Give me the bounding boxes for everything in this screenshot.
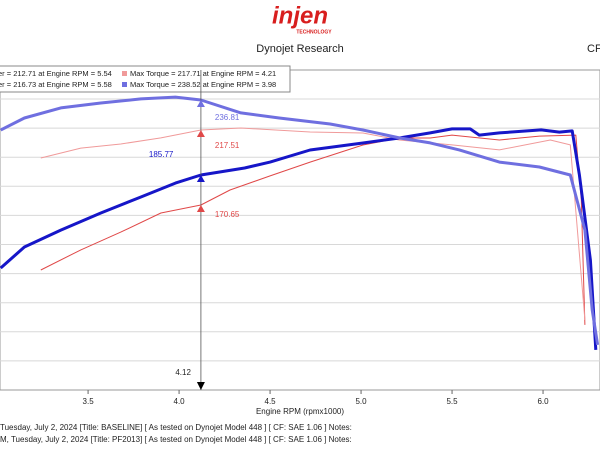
annotation-label: 170.65 <box>215 210 240 219</box>
chart-title: Dynojet Research <box>256 43 343 55</box>
legend-swatch <box>122 71 127 76</box>
plot-area <box>0 69 600 391</box>
logo-sub: TECHNOLOGY <box>296 29 332 35</box>
x-tick-label: 5.0 <box>355 397 367 406</box>
annotation-arrow <box>196 130 205 138</box>
annotation-arrow <box>196 175 205 183</box>
x-axis-label: Engine RPM (rpmx1000) <box>256 407 344 416</box>
legend-entry: Max Torque = 217.71 at Engine RPM = 4.21 <box>130 69 276 78</box>
logo: injen <box>272 2 328 29</box>
series-line <box>40 134 586 325</box>
legend-entry: er = 216.73 at Engine RPM = 5.58 <box>0 80 112 89</box>
legend-entry: Max Torque = 238.52 at Engine RPM = 3.98 <box>130 80 276 89</box>
x-tick-label: 4.5 <box>265 397 277 406</box>
x-tick-label: 5.5 <box>446 397 458 406</box>
legend-swatch <box>122 82 127 87</box>
x-tick-label: 3.5 <box>83 397 95 406</box>
annotation-arrow <box>196 205 205 213</box>
x-tick-label: 4.0 <box>174 397 186 406</box>
footer-line: Tuesday, July 2, 2024 [Title: BASELINE] … <box>0 423 352 432</box>
legend-entry: er = 212.71 at Engine RPM = 5.54 <box>0 69 112 78</box>
footer-line: M, Tuesday, July 2, 2024 [Title: PF2013]… <box>0 435 352 444</box>
annotation-arrow <box>196 99 205 107</box>
annotation-label: 217.51 <box>215 141 240 150</box>
cursor-arrow <box>196 382 205 390</box>
corner-text: CF <box>587 43 600 55</box>
series-line <box>0 95 600 346</box>
x-tick-label: 6.0 <box>537 397 549 406</box>
series-line <box>40 127 586 320</box>
cursor-label: 4.12 <box>175 368 191 377</box>
annotation-label: 185.77 <box>149 150 174 159</box>
legend-box <box>0 65 291 93</box>
annotation-label: 236.81 <box>215 113 240 122</box>
